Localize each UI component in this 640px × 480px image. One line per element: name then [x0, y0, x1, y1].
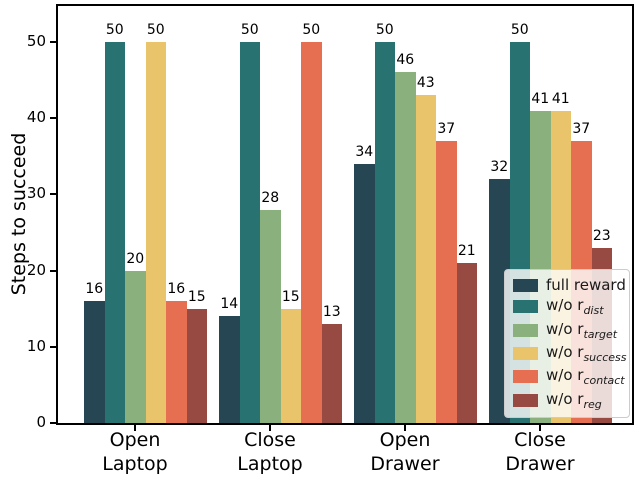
bar-value-label: 50	[375, 22, 394, 38]
legend-entry-label: w/o rdist	[546, 296, 604, 318]
bar	[186, 308, 207, 423]
bar	[145, 42, 166, 423]
bar-value-label: 28	[261, 189, 280, 206]
bar-value-label: 16	[85, 281, 104, 298]
bar	[321, 323, 342, 423]
bar	[415, 95, 436, 423]
x-tick-mark	[269, 425, 271, 431]
bar	[395, 72, 416, 423]
bar	[301, 42, 322, 423]
legend-entry-subscript: target	[583, 327, 618, 341]
bar	[374, 42, 395, 423]
bar-value-label: 37	[572, 121, 591, 138]
legend-entry: w/o rcontact	[513, 366, 625, 387]
bar-value-label: 16	[167, 281, 186, 298]
legend-swatch	[513, 393, 538, 407]
legend: full reward w/o rdist w/o rtarget w/o rsucc…	[504, 269, 630, 418]
bar	[219, 316, 240, 423]
legend-entry-label: w/o rtarget	[546, 319, 618, 341]
y-tick-mark	[50, 41, 56, 43]
bar-value-label: 41	[531, 90, 550, 107]
x-category-label: Close Drawer	[505, 429, 575, 475]
legend-entry-subscript: contact	[583, 374, 625, 388]
bar	[436, 141, 457, 423]
y-tick-label: 30	[26, 184, 46, 203]
bar-value-label: 15	[187, 288, 206, 305]
legend-swatch	[513, 347, 538, 361]
legend-swatch	[513, 278, 538, 292]
y-tick-mark	[50, 193, 56, 196]
y-tick-mark	[50, 269, 56, 272]
x-tick-mark	[134, 425, 136, 431]
bar	[84, 301, 105, 423]
y-tick-label: 50	[26, 32, 46, 50]
legend-swatch	[513, 300, 538, 314]
legend-entry-subscript: reg	[583, 397, 602, 411]
y-tick-label: 0	[36, 413, 46, 431]
bar	[166, 301, 187, 423]
bar-value-label: 13	[322, 303, 341, 320]
legend-entry-subscript: success	[583, 351, 627, 365]
bar	[125, 270, 146, 423]
bar-value-label: 50	[146, 22, 165, 38]
x-category-label: Open Laptop	[102, 429, 168, 475]
y-tick-mark	[50, 422, 56, 424]
bar-value-label: 37	[437, 121, 456, 138]
bar	[280, 308, 301, 423]
y-tick-mark	[50, 117, 56, 120]
bar-value-label: 41	[551, 90, 570, 107]
bar	[260, 209, 281, 423]
legend-entry: w/o rsuccess	[513, 343, 626, 364]
bar-value-label: 50	[240, 22, 259, 38]
bar-value-label: 20	[126, 250, 145, 267]
bar-value-label: 50	[510, 22, 529, 38]
bar	[456, 262, 477, 423]
x-tick-mark	[404, 425, 406, 431]
bar-value-label: 34	[355, 143, 374, 160]
bar-value-label: 14	[220, 296, 239, 313]
y-tick-label: 40	[26, 108, 46, 127]
bar-value-label: 23	[592, 227, 611, 244]
legend-entry: w/o rtarget	[513, 320, 621, 341]
legend-swatch	[513, 370, 538, 384]
bar-value-label: 50	[302, 22, 321, 38]
legend-entry-label: w/o rreg	[546, 389, 602, 411]
bar-value-label: 43	[416, 75, 435, 92]
bar-value-label: 15	[281, 288, 300, 305]
bar-value-label: 50	[105, 22, 124, 38]
y-tick-label: 10	[26, 336, 46, 355]
legend-entry-label: w/o rcontact	[546, 366, 625, 388]
legend-entry-label: w/o rsuccess	[546, 343, 627, 365]
legend-entry: w/o rdist	[513, 296, 621, 317]
x-category-label: Close Laptop	[237, 429, 303, 475]
y-tick-mark	[50, 345, 56, 348]
bar	[354, 163, 375, 423]
legend-swatch	[513, 323, 538, 337]
x-category-label: Open Drawer	[370, 429, 440, 475]
y-tick-label: 20	[26, 260, 46, 279]
legend-entry-subscript: dist	[583, 304, 604, 318]
legend-entry: w/o rreg	[513, 390, 621, 411]
bar-value-label: 32	[490, 159, 509, 176]
x-tick-mark	[539, 425, 541, 431]
bar	[104, 42, 125, 423]
legend-entry-label: full reward	[546, 276, 626, 295]
bar-value-label: 46	[396, 52, 415, 69]
bar	[239, 42, 260, 423]
bar-value-label: 21	[457, 242, 476, 259]
legend-entry: full reward	[513, 276, 626, 294]
